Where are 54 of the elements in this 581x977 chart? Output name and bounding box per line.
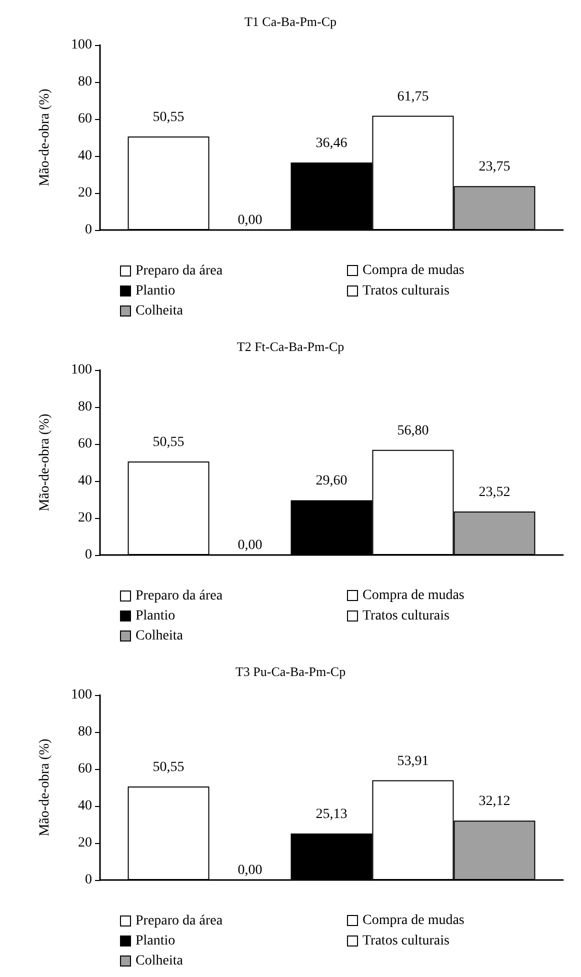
y-tick-label: 0 <box>85 548 92 562</box>
legend-label: Colheita <box>136 628 184 644</box>
legend-label: Tratos culturais <box>362 934 450 948</box>
y-tick-label: 40 <box>78 474 92 488</box>
data-label: 56,80 <box>397 423 429 438</box>
y-tick-label: 40 <box>78 798 92 814</box>
data-label: 36,46 <box>316 136 348 152</box>
y-tick-label: 20 <box>78 836 92 850</box>
data-label: 50,55 <box>152 434 184 450</box>
legend-label: Plantio <box>136 284 176 298</box>
legend-label: Colheita <box>136 954 184 968</box>
y-axis-title: Mão-de-obra (%) <box>38 88 52 186</box>
chart-title: T1 Ca-Ba-Pm-Cp <box>244 14 337 29</box>
data-label: 25,13 <box>316 807 348 822</box>
y-tick-label: 100 <box>71 688 92 702</box>
legend-label: Compra de mudas <box>362 913 464 928</box>
y-axis-title: Mão-de-obra (%) <box>38 413 52 512</box>
y-tick-label: 20 <box>78 186 92 200</box>
y-tick-label: 20 <box>78 510 92 526</box>
legend-label: Colheita <box>136 304 184 318</box>
y-tick-label: 80 <box>78 724 92 740</box>
legend-label: Plantio <box>136 608 176 624</box>
data-label: 0,00 <box>238 863 262 878</box>
legend-label: Plantio <box>136 934 176 948</box>
data-label: 50,55 <box>152 760 184 775</box>
legend-label: Preparo da área <box>136 264 224 278</box>
y-tick-label: 60 <box>78 112 92 126</box>
y-axis-title: Mão-de-obra (%) <box>38 738 52 836</box>
legend-label: Compra de mudas <box>362 263 464 278</box>
y-tick-label: 0 <box>85 222 92 238</box>
legend-label: Tratos culturais <box>362 608 450 624</box>
y-tick-label: 100 <box>71 362 92 378</box>
y-tick-label: 0 <box>85 872 92 888</box>
y-tick-label: 80 <box>78 400 92 414</box>
y-tick-label: 60 <box>78 762 92 776</box>
legend-label: Preparo da área <box>136 914 224 928</box>
data-label: 53,91 <box>397 754 429 769</box>
data-label: 0,00 <box>238 213 262 228</box>
data-label: 23,75 <box>478 160 510 175</box>
legend-label: Preparo da área <box>136 588 224 604</box>
legend-label: Compra de mudas <box>362 588 464 603</box>
legend-label: Tratos culturais <box>362 284 450 298</box>
chart-title: T3 Pu-Ca-Ba-Pm-Cp <box>235 664 346 679</box>
data-label: 0,00 <box>238 538 262 553</box>
data-label: 32,12 <box>478 794 510 810</box>
data-label: 61,75 <box>397 89 429 104</box>
y-tick-label: 40 <box>78 148 92 164</box>
data-label: 23,52 <box>478 484 510 500</box>
chart-title: T2 Ft-Ca-Ba-Pm-Cp <box>236 339 344 354</box>
y-tick-label: 80 <box>78 74 92 90</box>
y-tick-label: 100 <box>71 38 92 52</box>
data-label: 29,60 <box>316 474 348 489</box>
data-label: 50,55 <box>152 110 184 125</box>
y-tick-label: 60 <box>78 436 92 452</box>
